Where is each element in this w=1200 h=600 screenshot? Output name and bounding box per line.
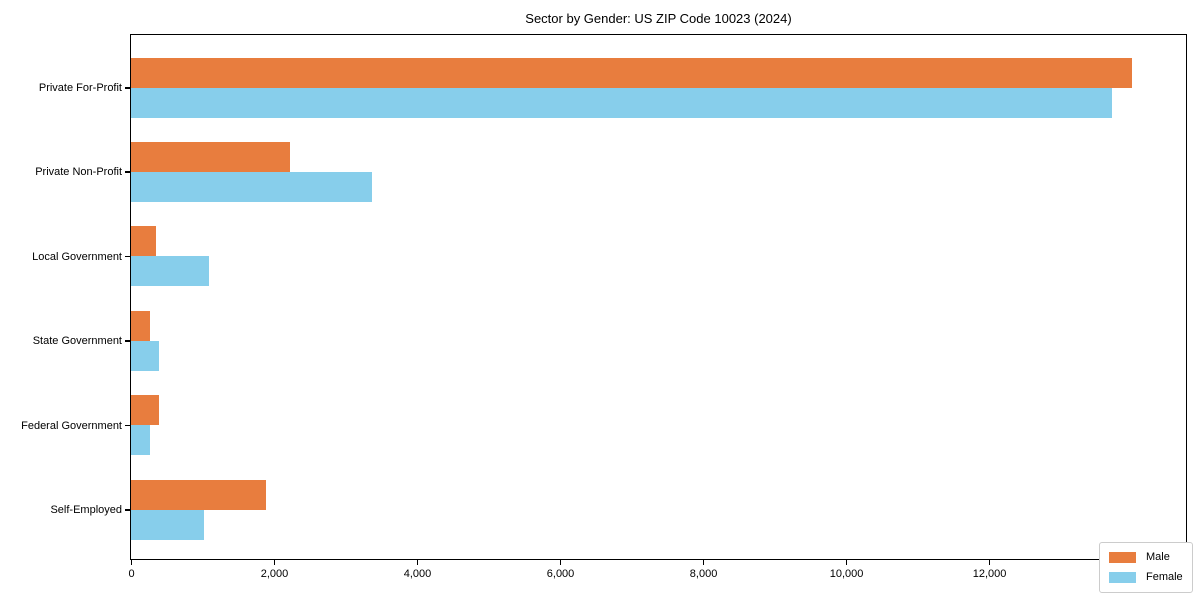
x-tick-mark — [702, 560, 705, 565]
y-axis-category-label: Local Government — [32, 250, 122, 263]
legend-item-female: Female — [1109, 571, 1183, 584]
x-tick-label: 4,000 — [403, 568, 432, 580]
x-tick-label: 8,000 — [689, 568, 718, 580]
bar-female-2 — [131, 256, 209, 287]
y-tick-mark — [125, 424, 130, 427]
y-axis-category-label: State Government — [32, 335, 122, 348]
y-tick-mark — [125, 255, 130, 258]
y-tick-mark — [125, 340, 130, 342]
x-tick-mark — [988, 560, 991, 565]
bar-male-5 — [131, 479, 266, 510]
x-tick-label: 0 — [128, 568, 135, 580]
y-tick-mark — [125, 509, 130, 511]
legend-swatch-male-icon — [1109, 552, 1136, 563]
y-axis-category-label: Federal Government — [21, 419, 122, 432]
y-tick-mark — [125, 171, 130, 173]
bar-female-4 — [131, 425, 150, 456]
plot-area — [130, 34, 1187, 560]
bar-male-2 — [131, 226, 156, 257]
y-tick-mark — [125, 87, 130, 89]
x-tick-mark — [273, 560, 276, 565]
x-tick-label: 2,000 — [260, 568, 289, 580]
x-tick-label: 10,000 — [829, 568, 864, 580]
y-axis-category-label: Private For-Profit — [38, 82, 122, 94]
legend-label-female: Female — [1146, 571, 1183, 583]
chart-title: Sector by Gender: US ZIP Code 10023 (202… — [525, 11, 792, 26]
bar-male-3 — [131, 310, 150, 341]
y-axis-category-label: Private Non-Profit — [35, 166, 122, 179]
y-axis-category-label: Self-Employed — [50, 504, 122, 516]
bar-male-0 — [131, 57, 1132, 88]
x-tick-mark — [559, 560, 562, 565]
x-tick-mark — [416, 560, 419, 565]
bar-female-1 — [131, 171, 372, 202]
legend-item-male: Male — [1109, 551, 1183, 564]
bar-male-4 — [131, 395, 159, 426]
x-tick-mark — [130, 560, 133, 565]
legend-label-male: Male — [1146, 551, 1170, 563]
x-tick-label: 12,000 — [972, 568, 1007, 580]
legend-swatch-female-icon — [1109, 572, 1136, 583]
x-tick-mark — [845, 560, 848, 565]
bar-female-0 — [131, 87, 1112, 118]
x-tick-label: 6,000 — [546, 568, 575, 580]
bar-male-1 — [131, 141, 290, 172]
bar-female-3 — [131, 340, 159, 371]
bar-female-5 — [131, 509, 204, 540]
legend: Male Female — [1099, 542, 1193, 593]
